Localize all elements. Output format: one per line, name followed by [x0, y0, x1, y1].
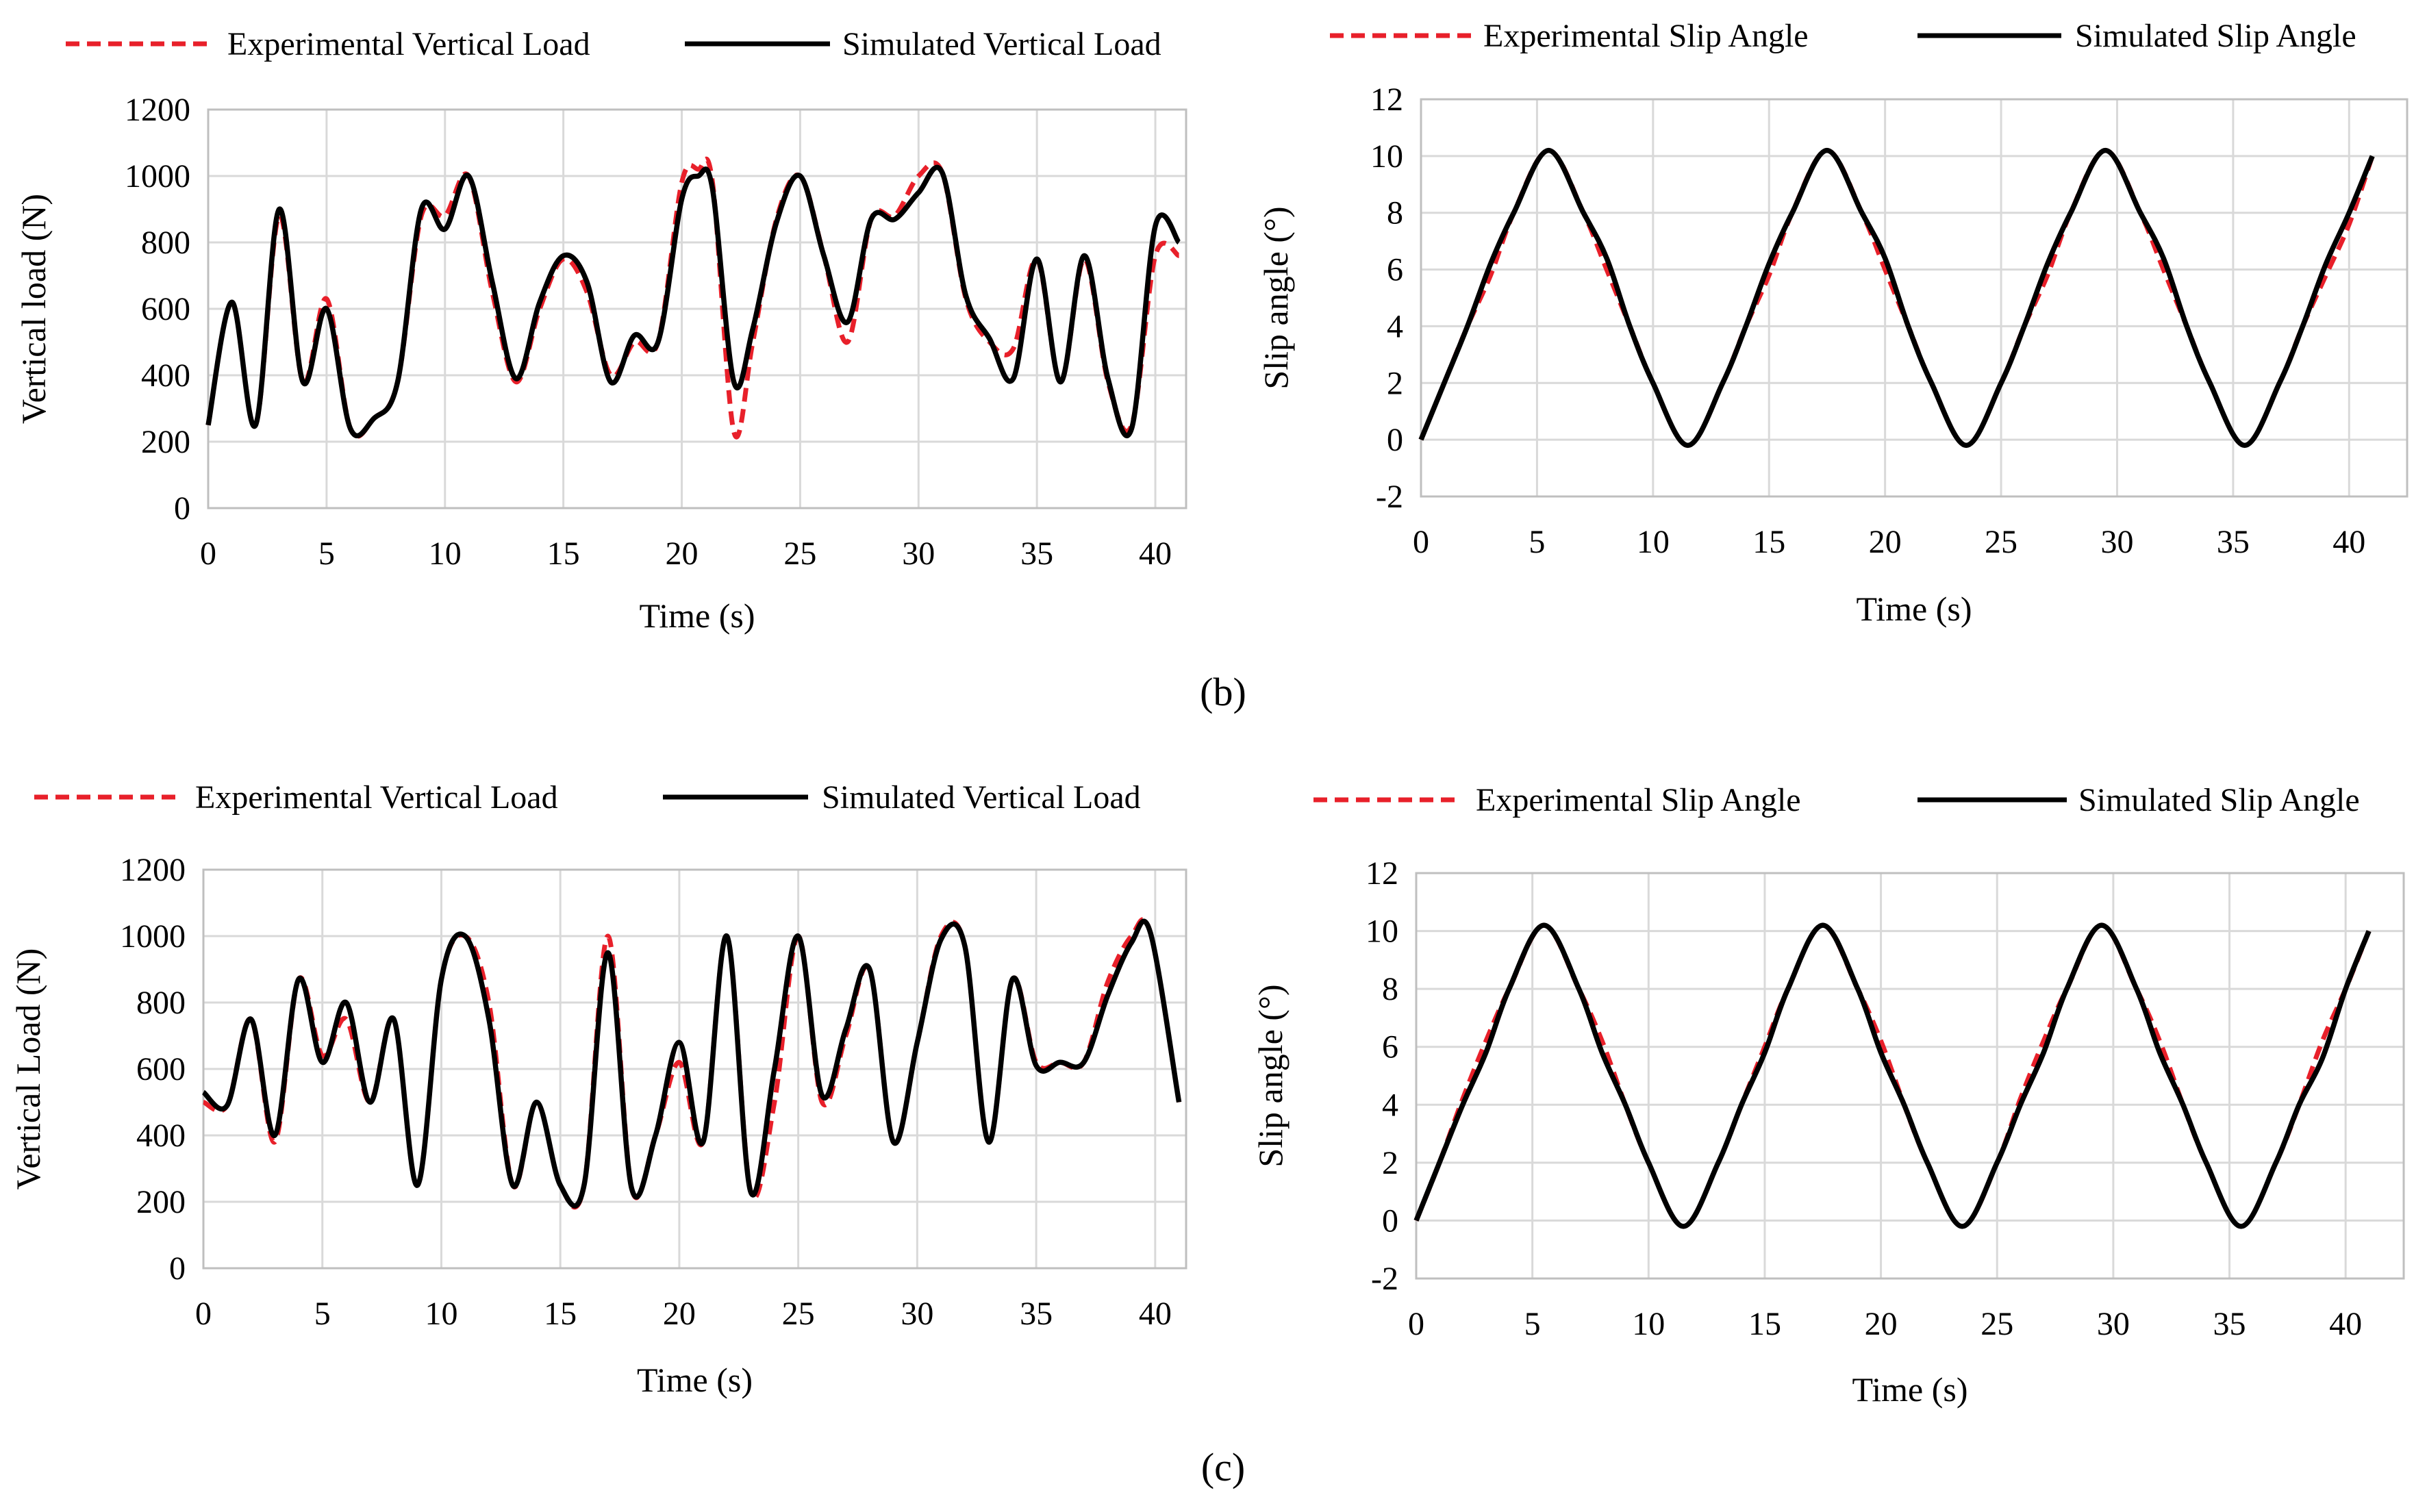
x-tick-label: 20 — [1869, 524, 1902, 560]
chart-c-slip-angle: -2 0 2 4 6 8 10 12 0 5 10 15 20 25 30 35 40 Time (s) Slip … — [1251, 782, 2405, 1409]
y-tick-label: 0 — [174, 490, 190, 527]
x-tick-label: 30 — [2097, 1306, 2130, 1342]
y-tick-label: 1200 — [125, 92, 190, 128]
x-tick-label: 20 — [663, 1296, 696, 1332]
x-tick-label: 20 — [1865, 1306, 1898, 1342]
y-tick-label: -2 — [1371, 1261, 1398, 1297]
y-tick-label: 0 — [1382, 1202, 1398, 1239]
y-tick-label: 1200 — [120, 852, 186, 888]
y-tick-label: 400 — [136, 1118, 186, 1154]
y-tick-label: 10 — [1366, 914, 1398, 950]
plot-frame — [1415, 872, 2405, 1280]
y-axis-title: Slip angle (°) — [1257, 206, 1295, 389]
x-tick-label: 0 — [1408, 1306, 1424, 1342]
x-tick-label: 40 — [2329, 1306, 2362, 1342]
y-tick-label: 1000 — [125, 158, 190, 194]
y-tick-label: 0 — [169, 1250, 186, 1287]
y-tick-label: 800 — [136, 985, 186, 1021]
caption-b: (b) — [1200, 670, 1246, 714]
y-tick-label: -2 — [1376, 479, 1403, 515]
x-tick-label: 40 — [2332, 524, 2365, 560]
legend-label: Experimental Vertical Load — [195, 779, 558, 816]
x-tick-label: 15 — [1752, 524, 1785, 560]
legend-label: Experimental Vertical Load — [227, 26, 590, 62]
x-tick-label: 40 — [1139, 1296, 1172, 1332]
caption-c: (c) — [1201, 1445, 1245, 1489]
plot-frame — [1420, 98, 2409, 498]
x-tick-label: 25 — [1985, 524, 2017, 560]
y-tick-label: 400 — [141, 357, 190, 394]
x-tick-label: 5 — [1529, 524, 1545, 560]
legend-label: Simulated Slip Angle — [2078, 782, 2360, 818]
simulated-series-line — [1418, 147, 2375, 449]
y-axis-title: Slip angle (°) — [1251, 984, 1290, 1167]
x-axis-title: Time (s) — [637, 1361, 753, 1399]
x-tick-label: 0 — [1413, 524, 1429, 560]
chart-b-slip-angle: -2 0 2 4 6 8 10 12 0 5 10 15 20 25 30 35 40 Time (s) Slip … — [1257, 18, 2409, 628]
x-tick-label: 30 — [902, 536, 935, 572]
y-axis-title: Vertical load (N) — [14, 194, 53, 424]
x-tick-label: 15 — [547, 536, 580, 572]
x-axis-title: Time (s) — [1856, 590, 1972, 628]
y-tick-label: 200 — [141, 424, 190, 460]
x-tick-label: 15 — [544, 1296, 577, 1332]
x-tick-label: 35 — [1020, 1296, 1053, 1332]
y-tick-label: 800 — [141, 225, 190, 261]
y-tick-label: 12 — [1370, 81, 1403, 118]
y-tick-label: 200 — [136, 1184, 186, 1220]
y-tick-label: 4 — [1382, 1087, 1398, 1123]
x-tick-label: 30 — [901, 1296, 933, 1332]
x-tick-label: 10 — [429, 536, 462, 572]
plot-frame — [207, 108, 1187, 509]
y-tick-label: 600 — [136, 1051, 186, 1087]
y-tick-label: 6 — [1382, 1029, 1398, 1066]
y-tick-label: 4 — [1387, 308, 1403, 344]
chart-b-vertical-load: 0 200 400 600 800 1000 1200 0 5 10 15 20 25 30 35 40 Tim… — [14, 26, 1187, 635]
x-tick-label: 35 — [2217, 524, 2250, 560]
y-tick-label: 2 — [1382, 1145, 1398, 1181]
x-tick-label: 5 — [314, 1296, 331, 1332]
x-tick-label: 0 — [195, 1296, 212, 1332]
x-tick-label: 25 — [1980, 1306, 2013, 1342]
x-tick-label: 35 — [1020, 536, 1053, 572]
experimental-series-line — [205, 156, 1181, 440]
x-tick-label: 0 — [200, 536, 216, 572]
x-tick-label: 35 — [2213, 1306, 2246, 1342]
y-tick-label: 2 — [1387, 365, 1403, 401]
y-tick-label: 8 — [1387, 195, 1403, 231]
legend-label: Experimental Slip Angle — [1483, 18, 1809, 54]
legend-label: Simulated Slip Angle — [2075, 18, 2356, 54]
y-tick-label: 12 — [1366, 855, 1398, 892]
x-tick-label: 15 — [1748, 1306, 1781, 1342]
y-tick-label: 6 — [1387, 252, 1403, 288]
x-tick-label: 10 — [1637, 524, 1670, 560]
x-tick-label: 5 — [318, 536, 335, 572]
y-tick-label: 1000 — [120, 918, 186, 955]
legend-label: Experimental Slip Angle — [1476, 782, 1801, 818]
chart-c-vertical-load: 0 200 400 600 800 1000 1200 0 5 10 15 20 25 30 35 40 Tim… — [9, 779, 1187, 1399]
x-tick-label: 30 — [2100, 524, 2133, 560]
x-tick-label: 10 — [1632, 1306, 1665, 1342]
x-axis-title: Time (s) — [1852, 1370, 1967, 1409]
plot-frame — [202, 868, 1187, 1270]
legend-label: Simulated Vertical Load — [822, 779, 1141, 816]
y-tick-label: 8 — [1382, 971, 1398, 1007]
x-tick-label: 25 — [782, 1296, 815, 1332]
simulated-series-line — [201, 918, 1182, 1209]
y-tick-label: 10 — [1370, 138, 1403, 175]
y-axis-title: Vertical Load (N) — [9, 948, 47, 1190]
legend-label: Simulated Vertical Load — [842, 26, 1161, 62]
simulated-series-line — [205, 164, 1181, 438]
y-tick-label: 600 — [141, 291, 190, 327]
x-tick-label: 5 — [1524, 1306, 1541, 1342]
x-tick-label: 40 — [1139, 536, 1172, 572]
x-tick-label: 25 — [783, 536, 816, 572]
y-tick-label: 0 — [1387, 422, 1403, 458]
x-tick-label: 10 — [425, 1296, 457, 1332]
x-tick-label: 20 — [666, 536, 699, 572]
x-axis-title: Time (s) — [639, 596, 755, 635]
simulated-series-line — [1413, 922, 2372, 1229]
